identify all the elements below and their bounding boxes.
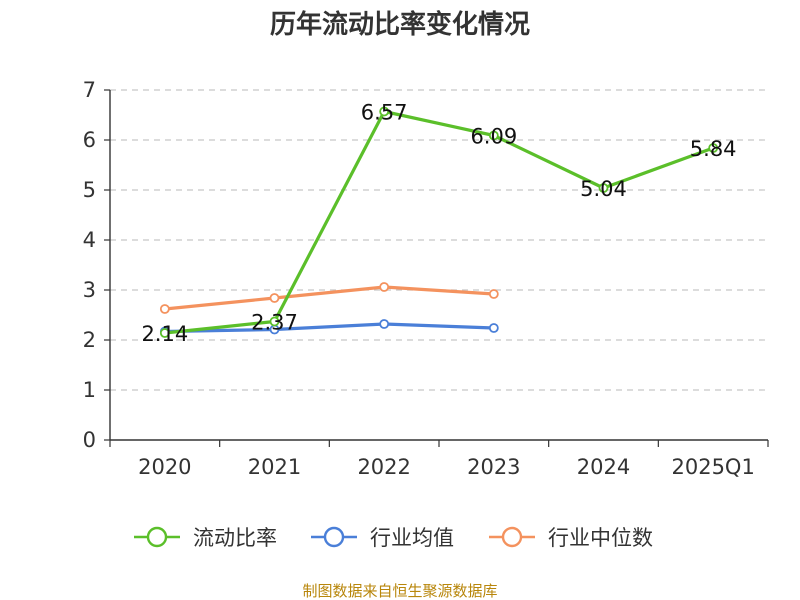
legend-item[interactable]: 行业均值 (311, 526, 454, 550)
legend-marker-icon (323, 526, 345, 548)
data-point[interactable] (598, 183, 609, 193)
data-point[interactable] (159, 304, 170, 314)
series-0 (159, 106, 719, 338)
data-label: 5.84 (690, 137, 737, 161)
legend-item[interactable]: 流动比率 (134, 526, 277, 550)
x-tick-label: 2023 (467, 455, 520, 479)
data-point[interactable] (488, 289, 499, 299)
data-point[interactable] (269, 293, 280, 303)
data-point[interactable] (379, 106, 390, 117)
y-tick-label: 5 (83, 178, 96, 202)
legend-marker-icon (501, 526, 523, 548)
x-tick-label: 2020 (138, 455, 191, 479)
legend-label: 行业均值 (370, 526, 454, 550)
y-tick-label: 3 (83, 278, 96, 302)
legend-item[interactable]: 行业中位数 (489, 526, 653, 550)
x-tick-label: 2021 (248, 455, 301, 479)
x-axis-ticks: 2020 2021 2022 2023 2024 2025Q1 (109, 440, 769, 479)
data-label: 5.04 (580, 177, 627, 201)
y-tick-label: 1 (83, 378, 96, 402)
legend-marker-icon (146, 526, 168, 548)
data-label: 2.37 (251, 311, 298, 335)
data-label: 6.09 (470, 125, 517, 149)
series-line (164, 322, 494, 334)
source-note: 制图数据来自恒生聚源数据库 (302, 582, 497, 600)
legend-label: 流动比率 (193, 526, 277, 550)
x-tick-label: 2025Q1 (671, 455, 754, 479)
data-point[interactable] (379, 319, 390, 329)
x-tick-label: 2024 (577, 455, 630, 479)
data-label: 2.14 (141, 322, 188, 346)
y-tick-label: 4 (83, 228, 96, 252)
chart-title: 历年流动比率变化情况 (270, 9, 530, 40)
series-line (164, 109, 714, 335)
y-tick-label: 2 (83, 328, 96, 352)
y-axis-ticks: 0 1 2 3 4 5 6 7 (83, 78, 110, 452)
data-point[interactable] (708, 143, 719, 153)
data-point[interactable] (159, 328, 170, 338)
data-label: 6.57 (361, 101, 408, 125)
data-point[interactable] (379, 282, 390, 292)
legend[interactable]: 流动比率 行业均值 行业中位数 (134, 526, 653, 550)
legend-label: 行业中位数 (548, 526, 653, 550)
y-tick-label: 7 (83, 78, 96, 102)
y-tick-label: 6 (83, 128, 96, 152)
y-tick-label: 0 (83, 428, 96, 452)
data-point[interactable] (488, 323, 499, 333)
data-labels: 2.14 2.37 6.57 6.09 5.04 5.84 (141, 101, 736, 347)
grid-lines (110, 89, 768, 391)
series-2 (159, 282, 499, 314)
series-group (159, 106, 719, 338)
data-point[interactable] (269, 316, 280, 327)
data-point[interactable] (488, 130, 499, 141)
x-tick-label: 2022 (357, 455, 410, 479)
series-line (164, 285, 494, 311)
axes (109, 90, 768, 441)
